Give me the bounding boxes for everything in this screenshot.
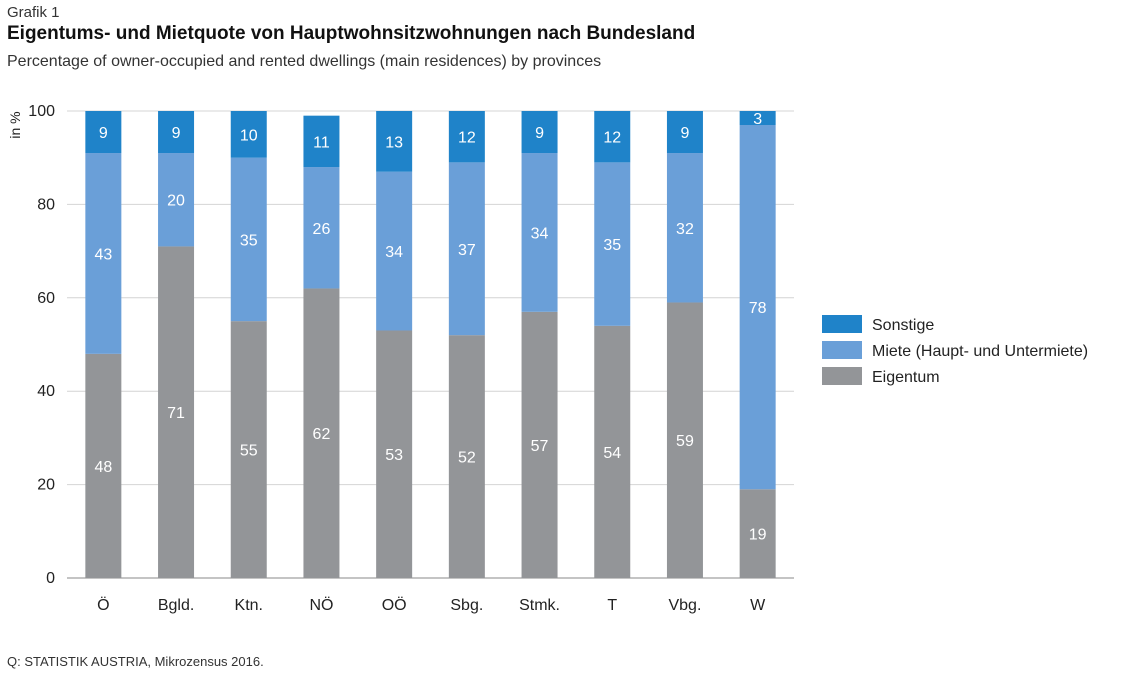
- legend-swatch: [822, 341, 862, 359]
- y-tick-label: 100: [28, 103, 55, 120]
- bar-segment: [666, 153, 703, 303]
- bar-segment: [158, 153, 195, 247]
- legend-label: Eigentum: [872, 369, 940, 386]
- bars: [85, 111, 776, 578]
- data-label: 52: [458, 450, 476, 467]
- y-axis-label: in %: [7, 111, 23, 138]
- bar-segment: [85, 111, 122, 154]
- bar-segment: [376, 171, 413, 331]
- data-label: 26: [313, 221, 331, 238]
- legend-label: Miete (Haupt- und Untermiete): [872, 343, 1088, 360]
- data-label: 9: [172, 125, 181, 142]
- data-label: 48: [94, 459, 112, 476]
- bar-segment: [594, 162, 631, 326]
- data-label: 32: [676, 221, 694, 238]
- bar-segment: [85, 353, 122, 578]
- data-label: 54: [603, 445, 621, 462]
- bar-segment: [594, 325, 631, 578]
- data-label: 9: [99, 125, 108, 142]
- data-label: 9: [680, 125, 689, 142]
- chart-title: Eigentums- und Mietquote von Hauptwohnsi…: [7, 23, 696, 44]
- data-label: 59: [676, 433, 694, 450]
- data-label: 3: [753, 111, 762, 128]
- bar-segment: [230, 321, 267, 578]
- bar-segment: [303, 288, 340, 578]
- x-tick-label: Bgld.: [158, 597, 194, 614]
- chart-kicker: Grafik 1: [7, 4, 60, 21]
- x-tick-label: Ö: [97, 596, 109, 614]
- axes: 0 20 40 60 80 100 in % Ö Bgld. Ktn. NÖ OÖ Sbg. Stmk. T…: [7, 103, 766, 614]
- x-tick-label: Sbg.: [450, 597, 483, 614]
- bar-segment: [448, 111, 485, 163]
- x-tick-label: OÖ: [382, 596, 407, 614]
- legend-swatch: [822, 315, 862, 333]
- y-tick-label: 60: [37, 290, 55, 307]
- y-tick-label: 20: [37, 477, 55, 494]
- y-tick-label: 40: [37, 383, 55, 400]
- bar-segment: [376, 330, 413, 578]
- legend-label: Sonstige: [872, 317, 934, 334]
- bar-segment: [594, 111, 631, 163]
- x-tick-label: Stmk.: [519, 597, 560, 614]
- data-label: 35: [603, 237, 621, 254]
- data-label: 12: [458, 130, 476, 147]
- data-label: 19: [749, 527, 767, 544]
- data-label: 55: [240, 443, 258, 460]
- data-label: 37: [458, 242, 476, 259]
- bar-segment: [739, 111, 776, 126]
- x-tick-label: Ktn.: [235, 597, 263, 614]
- bar-segment: [230, 157, 267, 322]
- bar-segment: [158, 111, 195, 154]
- bar-segment: [230, 111, 267, 158]
- x-tick-label: T: [607, 597, 617, 614]
- data-label: 62: [313, 426, 331, 443]
- bar-segment: [666, 111, 703, 154]
- data-label: 34: [385, 244, 403, 261]
- source-note: Q: STATISTIK AUSTRIA, Mikrozensus 2016.: [7, 654, 264, 669]
- bar-segment: [158, 246, 195, 578]
- bar-segment: [448, 162, 485, 336]
- data-labels: 48 43 9 71 20 9 55 35 10 62 26 11 53 34 13 52 37 12 57 34 9 5…: [94, 111, 766, 544]
- chart-subtitle: Percentage of owner-occupied and rented …: [7, 53, 602, 70]
- data-label: 13: [385, 134, 403, 151]
- data-label: 9: [535, 125, 544, 142]
- bar-segment: [376, 111, 413, 172]
- bar-segment: [521, 111, 558, 154]
- bar-segment: [85, 153, 122, 354]
- legend-swatch: [822, 367, 862, 385]
- data-label: 11: [313, 134, 330, 151]
- data-label: 57: [531, 438, 549, 455]
- x-tick-label: NÖ: [309, 596, 333, 614]
- bar-segment: [448, 335, 485, 578]
- stacked-bar-chart: 48 43 9 71 20 9 55 35 10 62 26 11 53 34 13 52 37 12 57 34 9 5…: [7, 103, 1088, 614]
- y-tick-label: 80: [37, 196, 55, 213]
- data-label: 10: [240, 127, 258, 144]
- bar-segment: [666, 302, 703, 578]
- legend: Sonstige Miete (Haupt- und Untermiete) Eig…: [822, 315, 1088, 386]
- bar-segment: [303, 167, 340, 289]
- data-label: 43: [94, 246, 112, 263]
- data-label: 12: [603, 130, 621, 147]
- bar-segment: [521, 311, 558, 578]
- bar-segment: [739, 125, 776, 490]
- data-label: 71: [167, 405, 185, 422]
- y-tick-label: 0: [46, 570, 55, 587]
- x-tick-label: W: [750, 597, 766, 614]
- x-tick-label: Vbg.: [668, 597, 701, 614]
- data-label: 34: [531, 225, 549, 242]
- data-label: 35: [240, 232, 258, 249]
- bar-segment: [303, 115, 340, 168]
- bar-segment: [521, 153, 558, 312]
- data-label: 53: [385, 447, 403, 464]
- bar-segment: [739, 489, 776, 578]
- data-label: 78: [749, 300, 767, 317]
- data-label: 20: [167, 193, 185, 210]
